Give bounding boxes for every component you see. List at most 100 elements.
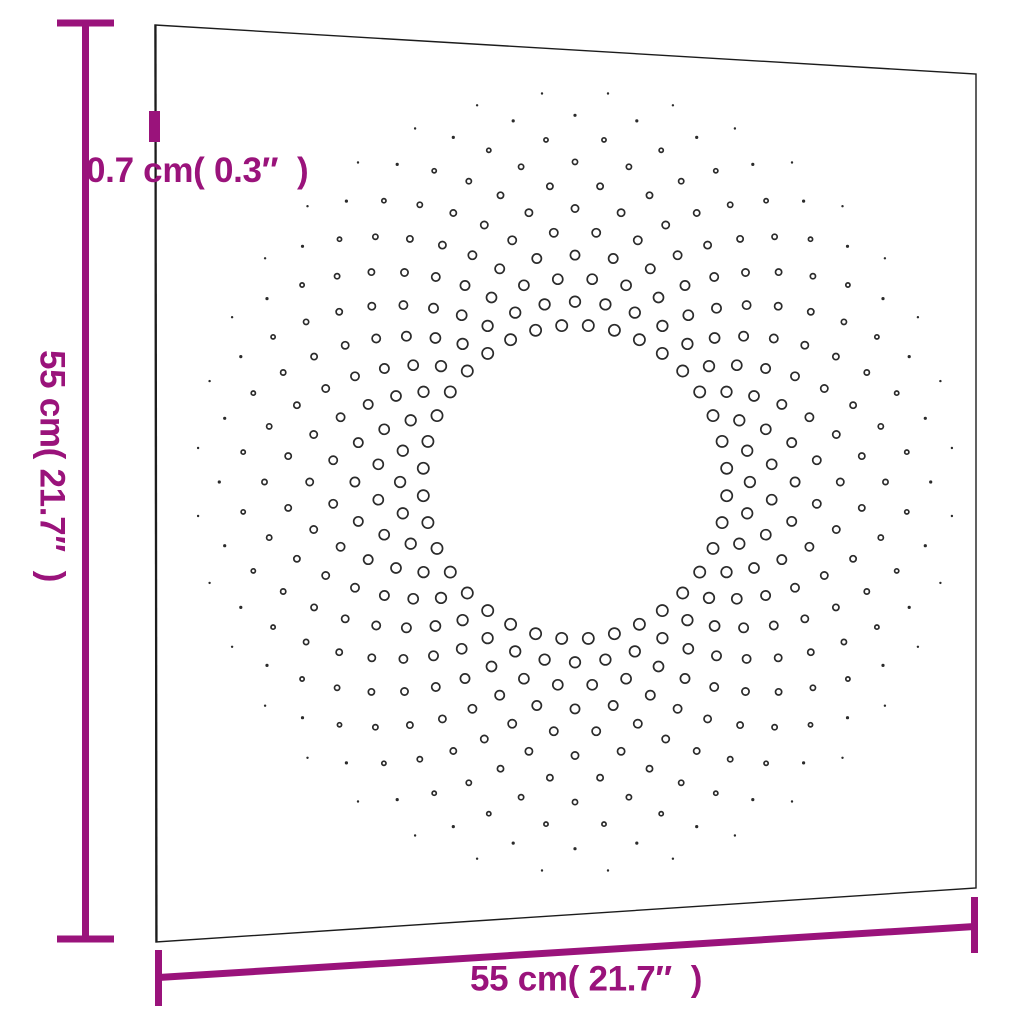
pattern-dot [284, 503, 293, 512]
pattern-dot [378, 590, 390, 601]
pattern-dot [548, 227, 559, 238]
pattern-dot [404, 537, 417, 550]
pattern-dot [939, 379, 942, 383]
pattern-dot [607, 700, 619, 711]
pattern-dot [741, 507, 754, 520]
pattern-dot [496, 764, 505, 773]
pattern-dot [751, 798, 755, 802]
pattern-dot [607, 253, 619, 264]
pattern-dot [819, 571, 829, 580]
pattern-dot [748, 390, 760, 402]
pattern-dot [760, 363, 772, 374]
pattern-dot [733, 834, 737, 837]
pattern-dot [606, 869, 610, 872]
pattern-dot [601, 136, 607, 143]
pattern-dot [223, 416, 227, 420]
pattern-dot [844, 282, 851, 288]
pattern-dot [711, 650, 722, 662]
pattern-dot [591, 227, 602, 238]
pattern-dot [790, 161, 794, 164]
pattern-dot [883, 257, 887, 260]
pattern-dot [581, 631, 595, 645]
pattern-dot [790, 371, 800, 382]
pattern-dot [333, 684, 341, 692]
pattern-dot [223, 544, 227, 548]
pattern-dot [299, 282, 306, 288]
pattern-dot [773, 301, 783, 311]
pattern-dot [571, 798, 579, 806]
pattern-dot [378, 363, 390, 374]
pattern-dot [809, 684, 817, 692]
pattern-dot [751, 162, 755, 166]
pattern-dot [790, 800, 794, 803]
pattern-dot [882, 478, 889, 486]
pattern-dot [702, 591, 716, 605]
pattern-dot [367, 687, 376, 696]
pattern-dot [568, 295, 582, 308]
pattern-dot [306, 205, 309, 208]
pattern-dot [538, 298, 551, 311]
pattern-dot [950, 514, 954, 518]
pattern-dot [555, 319, 569, 333]
pattern-dot [644, 689, 656, 701]
thickness-dimension-label: 0.7 cm( 0.3″ ) [86, 151, 309, 190]
pattern-dot [270, 333, 277, 340]
pattern-dot [661, 220, 671, 230]
pattern-dot [349, 476, 361, 488]
pattern-dot [835, 477, 845, 487]
pattern-dot [571, 158, 579, 166]
pattern-dot [371, 723, 379, 731]
pattern-dot [658, 810, 665, 817]
pattern-dot [372, 458, 385, 471]
pattern-dot [726, 755, 734, 763]
pattern-dot [708, 620, 721, 632]
pattern-dot [465, 177, 473, 185]
pattern-dot [893, 567, 900, 574]
pattern-dot [309, 525, 319, 534]
pattern-dot [628, 306, 641, 319]
pattern-dot [771, 723, 779, 731]
pattern-dot [873, 333, 880, 340]
pattern-dot [335, 307, 344, 316]
pattern-dot [437, 240, 447, 250]
pattern-dot [720, 461, 734, 475]
pattern-dot [907, 605, 911, 610]
pattern-dot [321, 384, 331, 393]
pattern-dot [344, 761, 348, 765]
pattern-dot [709, 272, 720, 282]
pattern-dot [356, 161, 360, 164]
pattern-dot [517, 163, 525, 171]
pattern-dot [831, 352, 840, 361]
pattern-dot [570, 204, 580, 213]
pattern-dot [819, 384, 829, 393]
pattern-dot [720, 385, 733, 398]
pattern-dot [591, 726, 602, 737]
width-dimension [155, 897, 978, 1006]
pattern-dot [841, 756, 844, 759]
pattern-dot [479, 220, 489, 230]
pattern-dot [431, 790, 438, 797]
pattern-dot [509, 645, 522, 658]
pattern-dot [400, 687, 409, 696]
pattern-dot [400, 330, 412, 342]
sunburst-dot-pattern [196, 92, 954, 872]
pattern-dot [250, 390, 257, 397]
pattern-dot [494, 263, 506, 275]
pattern-dot [736, 721, 745, 730]
pattern-dot [485, 147, 492, 154]
pattern-dot [395, 798, 399, 802]
pattern-dot [573, 113, 577, 117]
pattern-dot [416, 461, 430, 475]
pattern-dot [635, 841, 639, 845]
pattern-dot [460, 586, 474, 600]
pattern-dot [774, 268, 783, 277]
pattern-dot [802, 199, 806, 203]
pattern-dot [455, 642, 468, 655]
pattern-dot [581, 319, 595, 333]
pattern-dot [230, 645, 234, 648]
pattern-dot [196, 514, 200, 518]
pattern-dot [517, 793, 525, 801]
pattern-dot [240, 449, 247, 456]
pattern-dot [300, 716, 305, 720]
pattern-dot [309, 430, 319, 439]
